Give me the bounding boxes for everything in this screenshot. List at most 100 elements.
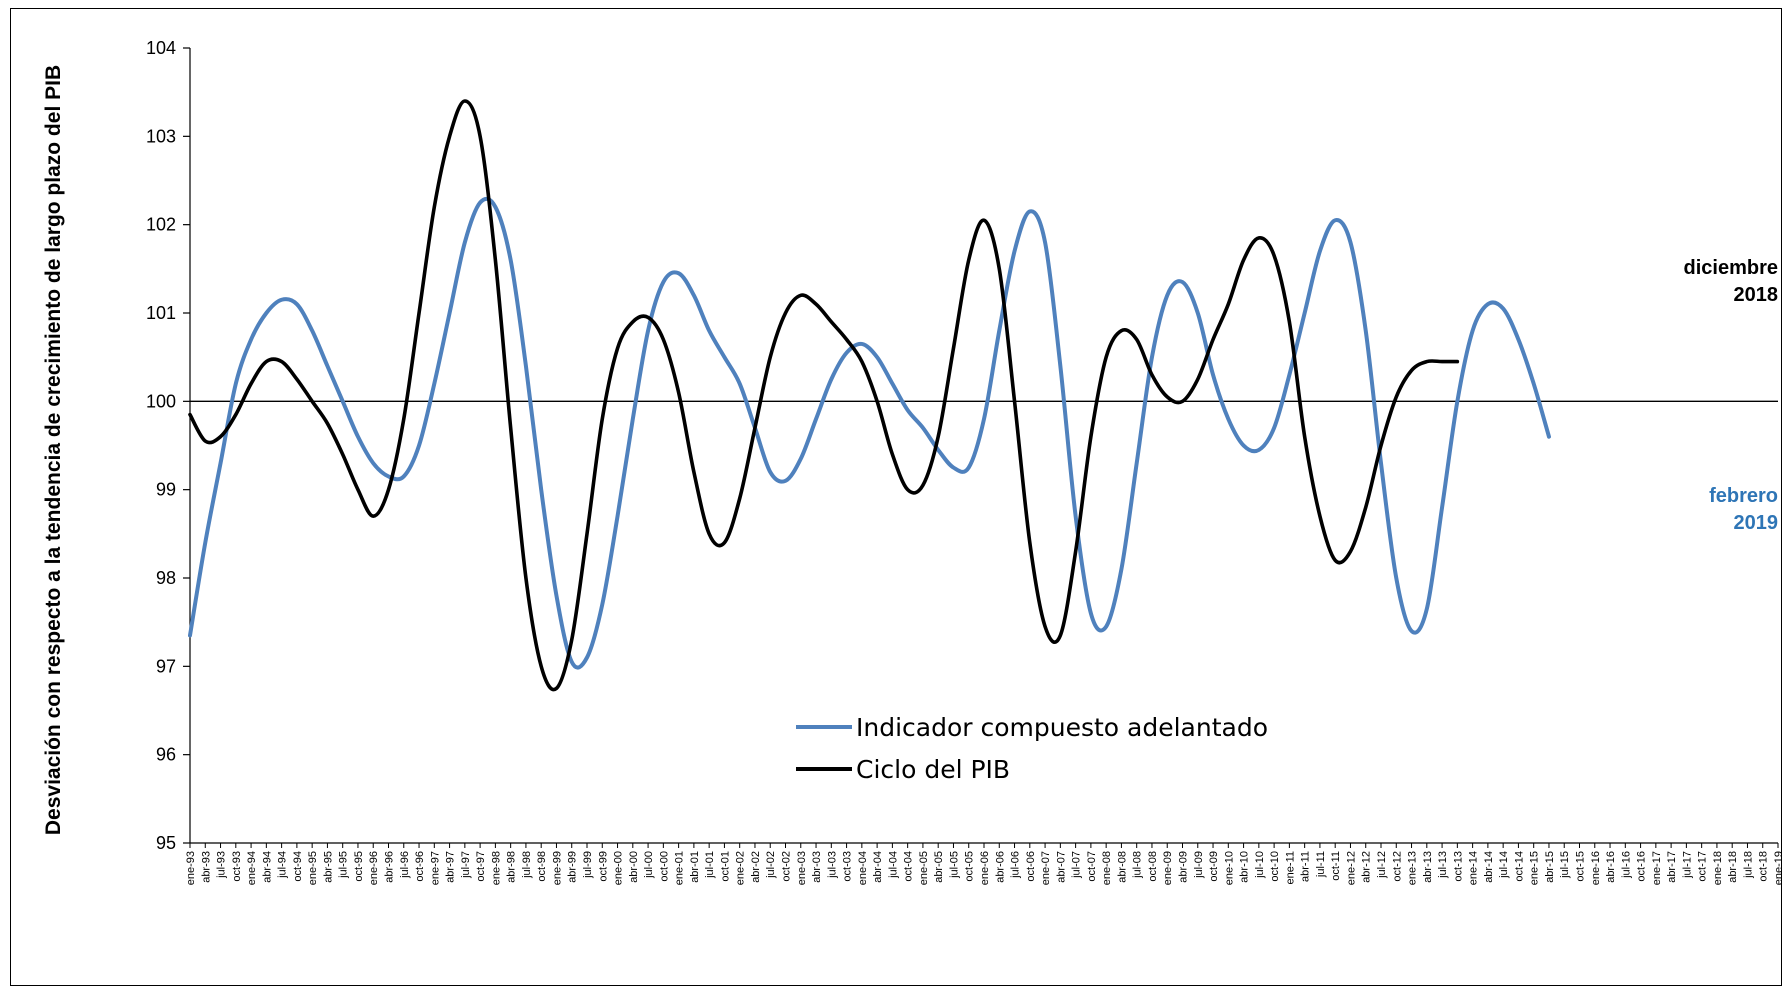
x-tick-label: jul-00: [643, 851, 655, 879]
x-tick-label: ene-04: [857, 851, 869, 885]
y-tick-label: 96: [156, 745, 176, 765]
legend: Indicador compuesto adelantado Ciclo del…: [796, 713, 1268, 784]
y-tick-label: 95: [156, 833, 176, 853]
x-tick-label: oct-02: [781, 851, 793, 882]
chart-frame: [10, 8, 1782, 986]
y-tick-label: 104: [146, 38, 176, 58]
x-tick-label: jul-94: [277, 851, 289, 879]
x-tick-label: abr-93: [200, 851, 212, 883]
x-tick-label: oct-09: [1208, 851, 1220, 882]
x-tick-label: abr-11: [1300, 851, 1312, 882]
x-tick-label: abr-01: [689, 851, 701, 883]
x-tick-label: abr-08: [1116, 851, 1128, 883]
x-tick-label: jul-14: [1498, 851, 1510, 879]
x-tick-label: oct-01: [719, 851, 731, 882]
x-tick-label: ene-19: [1773, 851, 1785, 885]
x-tick-label: oct-04: [903, 851, 915, 882]
y-tick-label: 98: [156, 568, 176, 588]
x-tick-label: oct-15: [1575, 851, 1587, 882]
y-tick-label: 101: [146, 303, 176, 323]
x-tick-label: oct-97: [475, 851, 487, 882]
annotation-diciembre: diciembre: [1684, 257, 1778, 279]
legend-label-pib: Ciclo del PIB: [856, 755, 1010, 784]
annotation-2018: 2018: [1734, 284, 1779, 306]
x-tick-label: abr-18: [1727, 851, 1739, 883]
x-tick-label: ene-03: [796, 851, 808, 885]
x-tick-label: abr-04: [872, 851, 884, 883]
x-tick-label: ene-02: [735, 851, 747, 885]
x-tick-label: abr-96: [384, 851, 396, 883]
x-tick-label: oct-00: [658, 851, 670, 882]
x-tick-label: abr-16: [1605, 851, 1617, 883]
x-tick-label: ene-08: [1101, 851, 1113, 885]
x-tick-label: oct-98: [536, 851, 548, 882]
series-layer: [188, 99, 1551, 692]
x-tick-label: abr-97: [445, 851, 457, 883]
x-tick-label: jul-16: [1620, 851, 1632, 879]
x-tick-label: abr-12: [1361, 851, 1373, 883]
x-tick-label: ene-00: [613, 851, 625, 885]
x-tick-label: jul-10: [1254, 851, 1266, 879]
x-tick-label: jul-96: [399, 851, 411, 879]
x-tick-label: abr-15: [1544, 851, 1556, 883]
x-tick-label: abr-09: [1178, 851, 1190, 883]
x-tick-label: oct-18: [1758, 851, 1770, 882]
x-tick-label: oct-10: [1269, 851, 1281, 882]
annotation-febrero: febrero: [1709, 485, 1778, 507]
x-tick-label: ene-95: [307, 851, 319, 885]
x-tick-label: abr-03: [811, 851, 823, 883]
x-tick-label: oct-14: [1513, 851, 1525, 882]
y-tick-label: 99: [156, 480, 176, 500]
annotations: diciembre 2018 febrero 2019: [1684, 257, 1778, 534]
x-tick-label: ene-98: [490, 851, 502, 885]
x-tick-label: jul-05: [948, 851, 960, 879]
x-tick-label: oct-07: [1086, 851, 1098, 882]
x-tick-label: jul-95: [338, 851, 350, 879]
x-tick-label: abr-10: [1239, 851, 1251, 883]
x-tick-label: jul-08: [1132, 851, 1144, 879]
y-tick-label: 97: [156, 656, 176, 676]
x-tick-label: ene-96: [368, 851, 380, 885]
x-tick-label: abr-00: [628, 851, 640, 883]
x-tick-label: jul-02: [765, 851, 777, 879]
x-tick-label: oct-93: [231, 851, 243, 882]
x-tick-label: ene-05: [918, 851, 930, 885]
x-tick-label: ene-18: [1712, 851, 1724, 885]
series-line-indicador-compuesto: [188, 196, 1551, 670]
x-tick-label: abr-07: [1055, 851, 1067, 883]
x-tick-label: ene-93: [185, 851, 197, 885]
x-tick-label: oct-96: [414, 851, 426, 882]
x-axis: ene-93 abr-93 jul-93 oct-93 ene-94 abr-94 jul-…: [185, 842, 1785, 885]
x-tick-label: jul-11: [1315, 851, 1327, 878]
x-tick-label: ene-10: [1223, 851, 1235, 885]
x-tick-label: oct-08: [1147, 851, 1159, 882]
x-tick-label: ene-15: [1529, 851, 1541, 885]
x-tick-label: ene-11: [1284, 851, 1296, 884]
x-tick-label: ene-07: [1040, 851, 1052, 885]
x-tick-label: abr-05: [933, 851, 945, 883]
x-tick-label: oct-16: [1636, 851, 1648, 882]
y-axis-label: Desviación con respecto a la tendencia d…: [42, 65, 65, 835]
x-tick-label: ene-99: [551, 851, 563, 885]
x-tick-label: jul-97: [460, 851, 472, 879]
x-tick-label: ene-09: [1162, 851, 1174, 885]
x-tick-label: jul-09: [1193, 851, 1205, 879]
x-tick-label: oct-99: [597, 851, 609, 882]
x-tick-label: ene-12: [1345, 851, 1357, 885]
x-tick-label: abr-06: [994, 851, 1006, 883]
x-tick-label: jul-18: [1742, 851, 1754, 879]
x-tick-label: abr-95: [322, 851, 334, 883]
x-tick-label: ene-13: [1407, 851, 1419, 885]
x-tick-label: abr-99: [567, 851, 579, 883]
x-tick-label: oct-94: [292, 851, 304, 882]
x-tick-label: jul-12: [1376, 851, 1388, 879]
y-tick-label: 103: [146, 126, 176, 146]
x-tick-label: abr-94: [261, 851, 273, 883]
x-tick-label: oct-12: [1391, 851, 1403, 882]
x-tick-label: ene-01: [674, 851, 686, 885]
x-tick-label: jul-13: [1437, 851, 1449, 879]
x-tick-label: ene-16: [1590, 851, 1602, 885]
x-tick-label: ene-94: [246, 851, 258, 885]
x-tick-label: oct-11: [1330, 851, 1342, 881]
